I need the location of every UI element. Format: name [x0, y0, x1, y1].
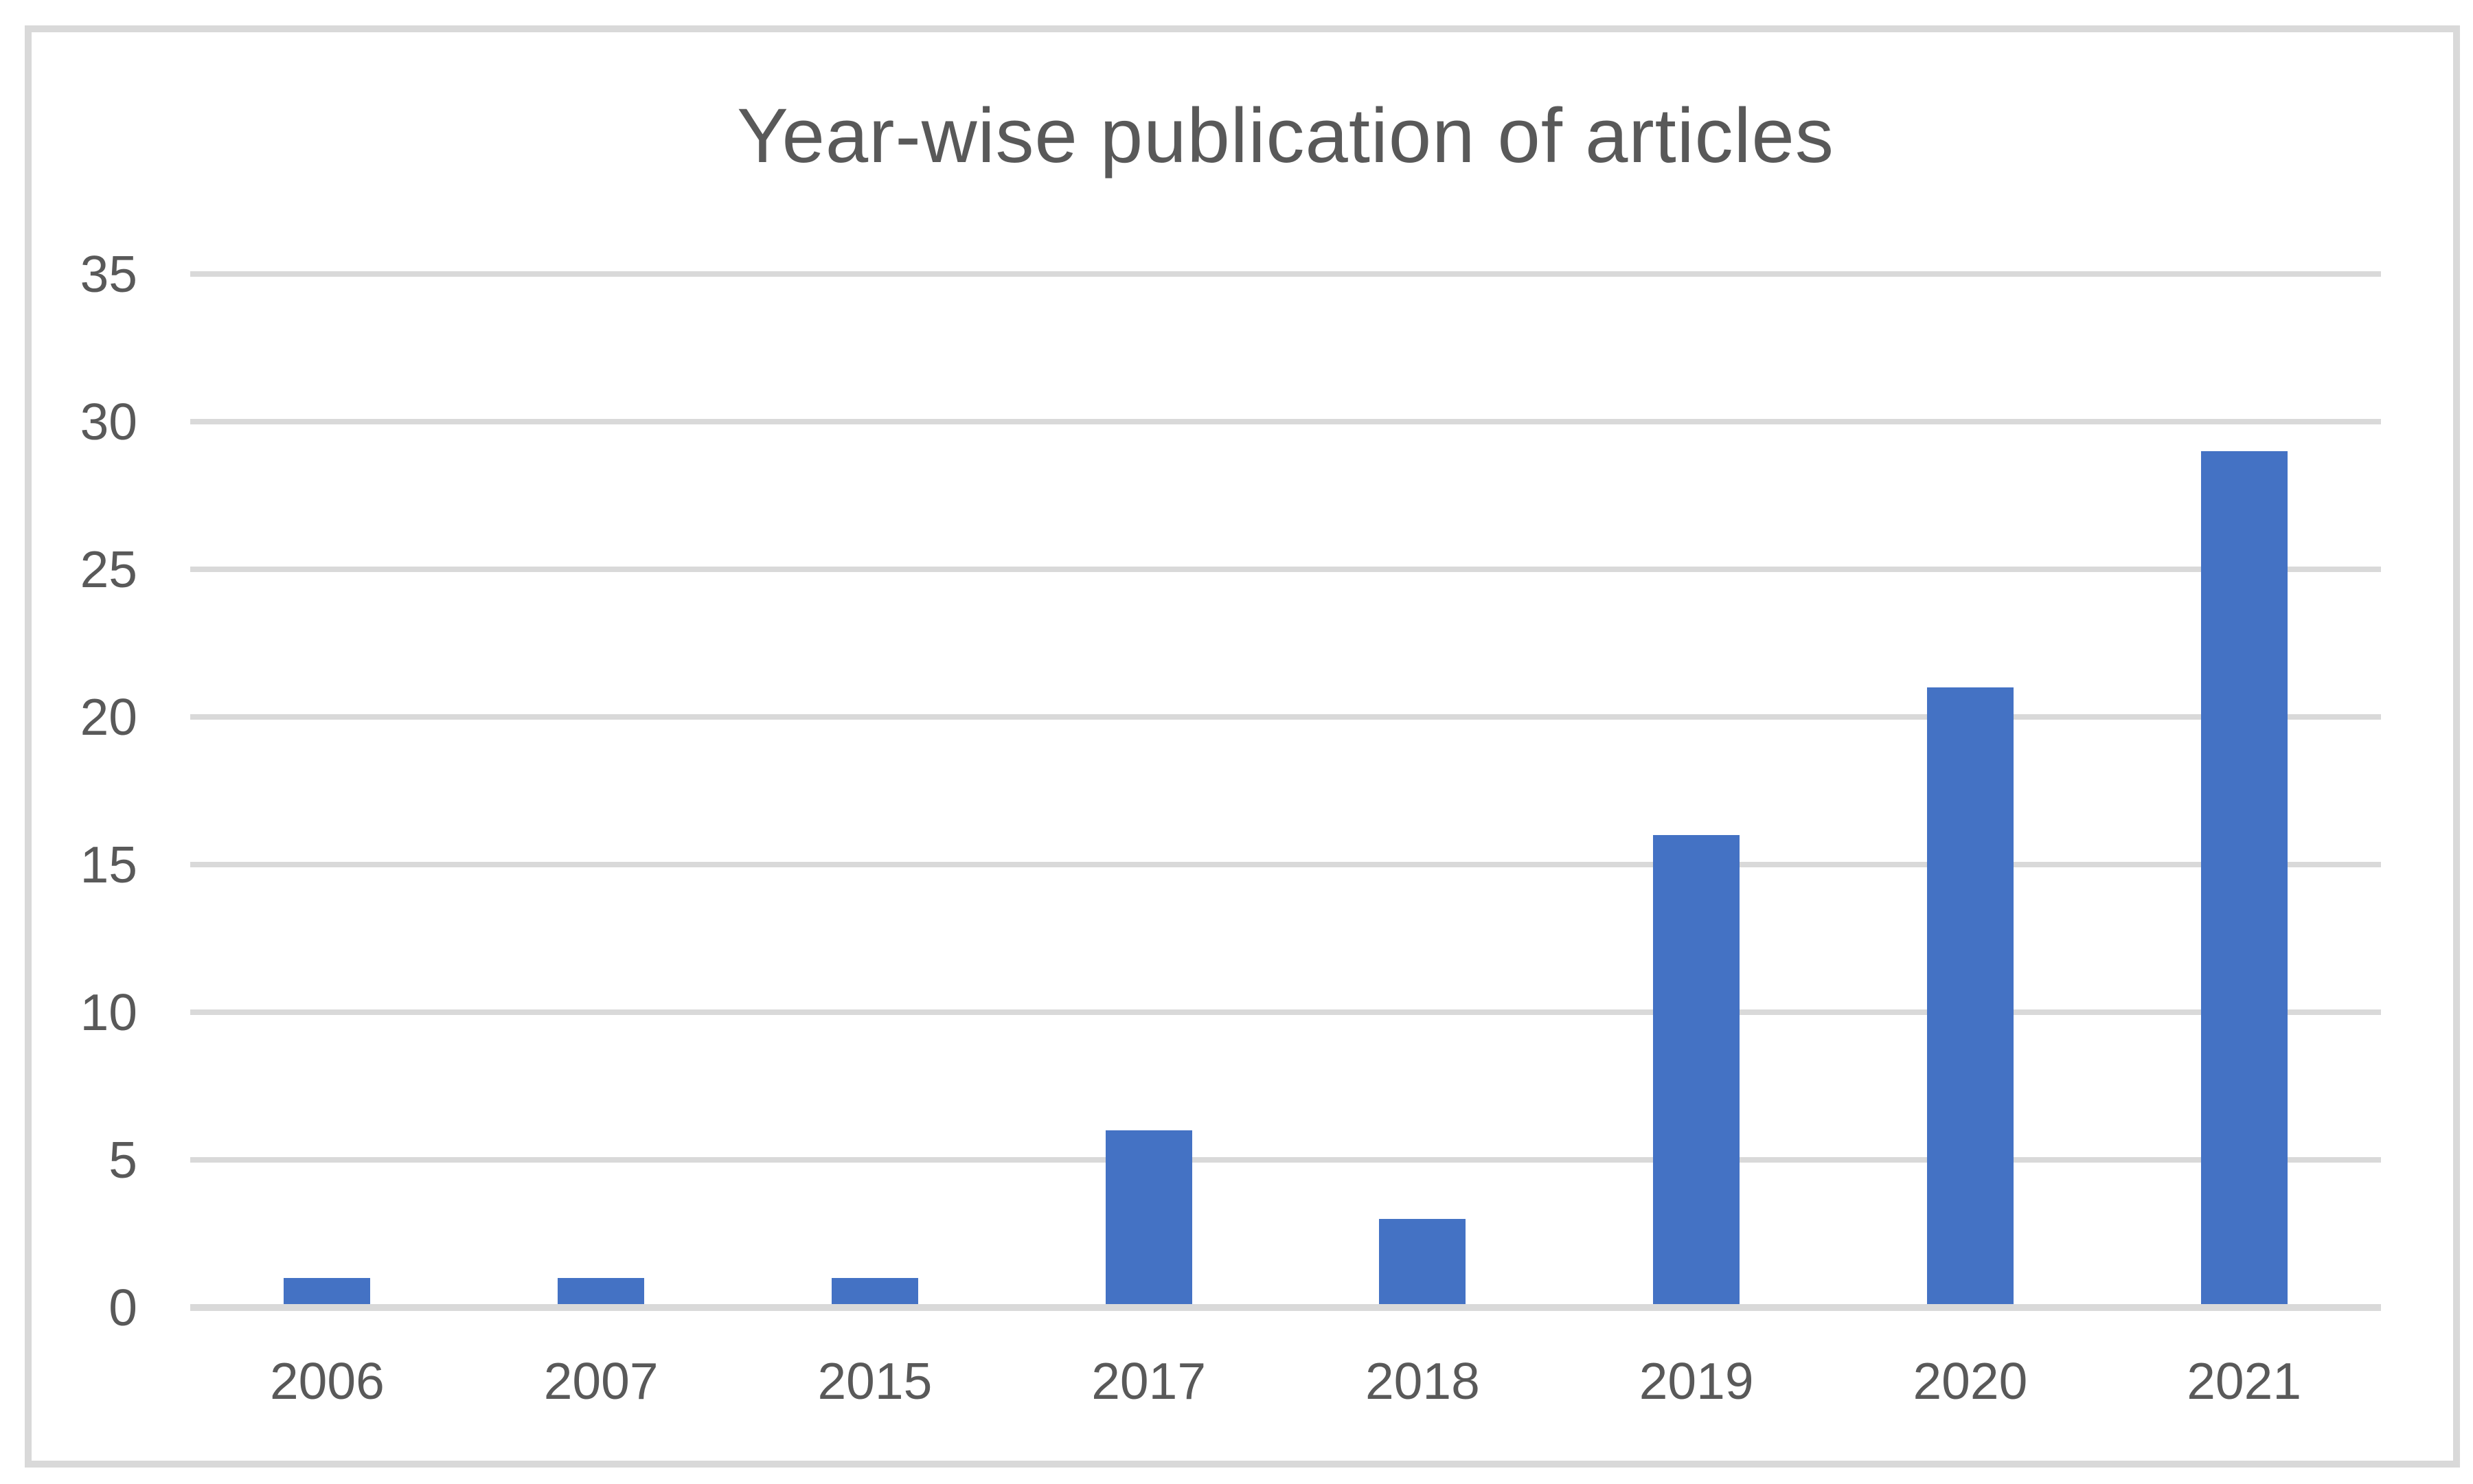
- x-tick-label-2007: 2007: [543, 1352, 659, 1410]
- bar-2006: [284, 1278, 371, 1308]
- gridline-35: [190, 271, 2381, 277]
- x-tick-label-2006: 2006: [269, 1352, 385, 1410]
- y-tick-label-15: 15: [80, 836, 137, 893]
- gridline-20: [190, 714, 2381, 720]
- bar-2007: [558, 1278, 645, 1308]
- x-tick-label-2019: 2019: [1639, 1352, 1754, 1410]
- y-tick-label-10: 10: [80, 983, 137, 1041]
- y-tick-label-20: 20: [80, 688, 137, 746]
- gridline-10: [190, 1009, 2381, 1015]
- y-tick-label-35: 35: [80, 245, 137, 303]
- chart-border-frame: [25, 25, 2460, 1468]
- bar-2019: [1653, 835, 1740, 1308]
- gridline-25: [190, 567, 2381, 572]
- plot-area: 0 5 10 15 20 25 30 35 2006 2007 2015 2017 2018 2019 2…: [80, 245, 2381, 1410]
- x-axis-line: [190, 1304, 2381, 1311]
- chart-title: Year-wise publication of articles: [737, 93, 1834, 179]
- y-tick-label-30: 30: [80, 393, 137, 450]
- y-tick-label-5: 5: [109, 1131, 137, 1189]
- gridline-15: [190, 862, 2381, 867]
- bar-2015: [831, 1278, 918, 1308]
- bar-2021: [2200, 451, 2288, 1308]
- x-tick-label-2018: 2018: [1365, 1352, 1480, 1410]
- x-tick-label-2017: 2017: [1091, 1352, 1207, 1410]
- gridline-30: [190, 419, 2381, 424]
- x-tick-label-2021: 2021: [2187, 1352, 2302, 1410]
- bar-2018: [1379, 1219, 1466, 1308]
- bar-2020: [1926, 687, 2014, 1308]
- gridline-5: [190, 1157, 2381, 1163]
- y-tick-label-0: 0: [109, 1279, 137, 1336]
- x-tick-label-2015: 2015: [817, 1352, 933, 1410]
- bar-2017: [1105, 1130, 1192, 1308]
- x-tick-label-2020: 2020: [1913, 1352, 2028, 1410]
- y-tick-label-25: 25: [80, 540, 137, 598]
